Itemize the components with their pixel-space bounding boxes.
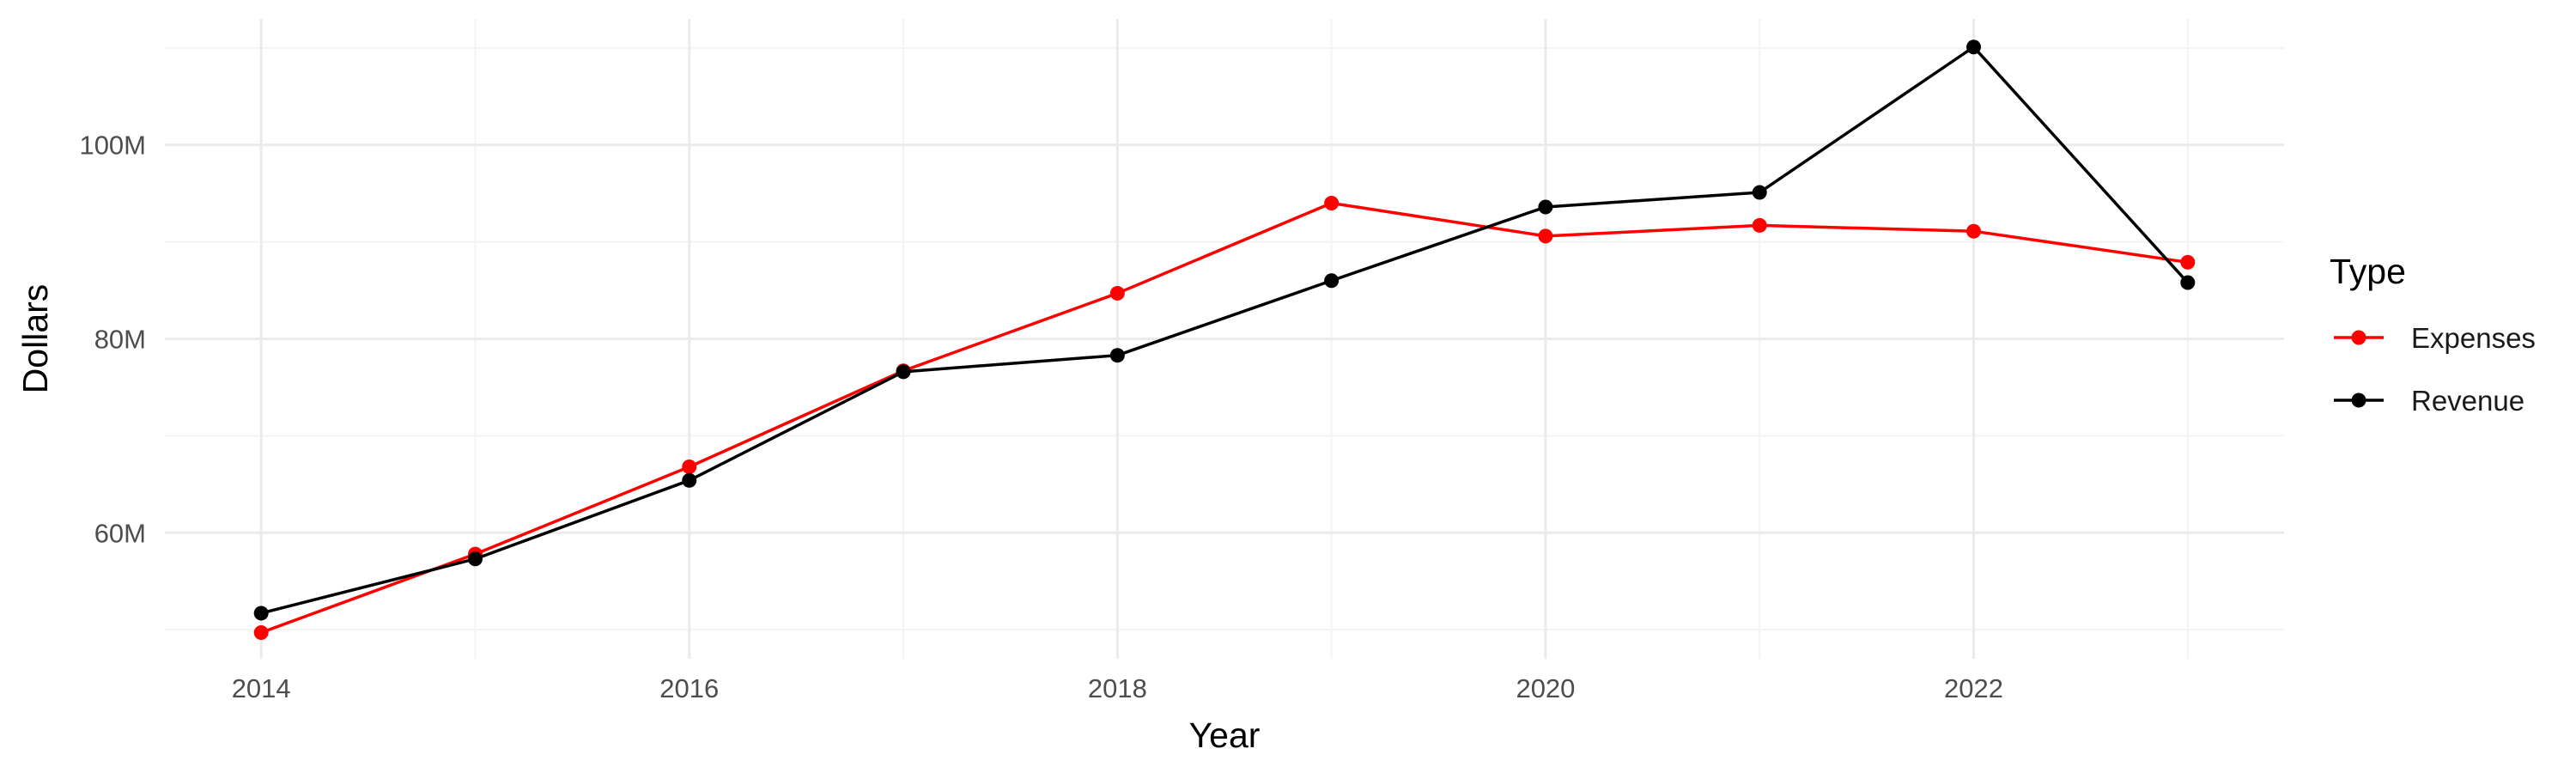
revenue-point bbox=[1324, 273, 1340, 289]
legend-key-point bbox=[2351, 393, 2366, 408]
revenue-point bbox=[896, 364, 911, 380]
y-tick-label: 80M bbox=[94, 325, 146, 355]
legend-title: Type bbox=[2330, 252, 2406, 291]
legend: Type Expenses Revenue bbox=[2330, 252, 2536, 417]
revenue-point bbox=[467, 551, 483, 567]
expenses-point bbox=[1109, 285, 1125, 301]
expenses-point bbox=[1966, 223, 1982, 239]
expenses-point bbox=[2180, 254, 2196, 270]
y-tick-label: 60M bbox=[94, 518, 146, 548]
x-axis-title: Year bbox=[1189, 715, 1261, 755]
expenses-point bbox=[682, 460, 697, 474]
expenses-point bbox=[1752, 217, 1767, 233]
expenses-point bbox=[1538, 228, 1553, 244]
legend-item-expenses: Expenses bbox=[2334, 322, 2536, 354]
legend-label: Revenue bbox=[2411, 385, 2524, 417]
expenses-point bbox=[253, 625, 269, 641]
revenue-point bbox=[1109, 348, 1125, 363]
series-expenses bbox=[253, 195, 2196, 641]
legend-item-revenue: Revenue bbox=[2334, 385, 2524, 417]
revenue-point bbox=[253, 606, 269, 621]
revenue-point bbox=[682, 472, 697, 488]
series bbox=[253, 40, 2196, 641]
legend-key-point bbox=[2351, 330, 2366, 345]
revenue-point bbox=[2180, 275, 2196, 290]
x-tick-label: 2016 bbox=[659, 673, 719, 703]
revenue-point bbox=[1752, 185, 1767, 200]
revenue-point bbox=[1538, 199, 1553, 215]
x-tick-label: 2018 bbox=[1088, 673, 1147, 703]
y-axis-title: Dollars bbox=[15, 284, 55, 394]
series-revenue bbox=[253, 40, 2196, 621]
x-tick-label: 2022 bbox=[1944, 673, 2003, 703]
y-tick-label: 100M bbox=[79, 131, 146, 161]
x-tick-label: 2014 bbox=[232, 673, 291, 703]
legend-label: Expenses bbox=[2411, 322, 2536, 354]
revenue-point bbox=[1966, 40, 1982, 55]
expenses-point bbox=[1324, 195, 1340, 210]
expenses-line bbox=[260, 201, 2189, 635]
x-tick-label: 2020 bbox=[1516, 673, 1575, 703]
revenue-line bbox=[260, 45, 2190, 615]
grid bbox=[165, 19, 2284, 659]
axes: Year Dollars 2014 2016 2018 2020 2022 60M 80M 1… bbox=[15, 131, 2003, 755]
